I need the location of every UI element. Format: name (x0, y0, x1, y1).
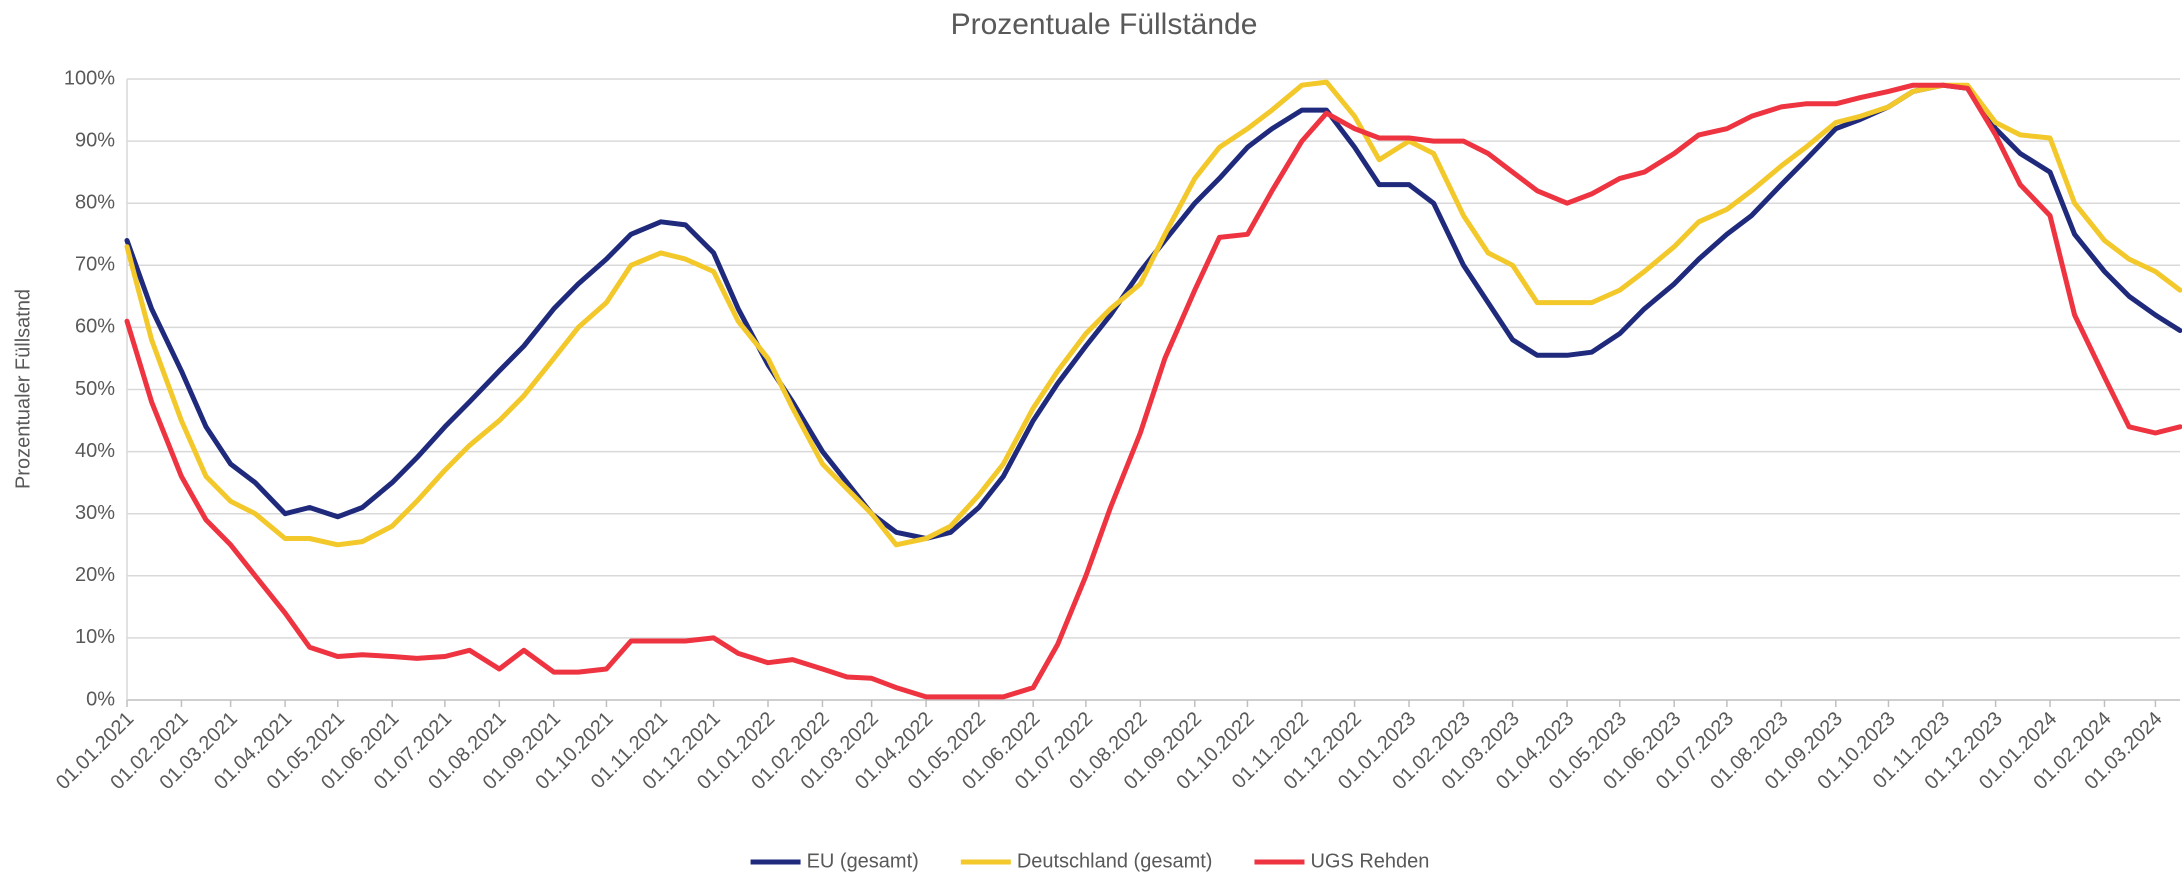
y-tick-label: 30% (75, 502, 115, 524)
y-tick-label: 10% (75, 626, 115, 648)
y-tick-label: 70% (75, 254, 115, 276)
y-tick-label: 100% (64, 67, 115, 89)
y-axis-label: Prozentualer Füllsatnd (12, 289, 34, 489)
y-tick-label: 50% (75, 378, 115, 400)
legend-label: EU (gesamt) (807, 850, 919, 872)
legend: EU (gesamt) Deutschland (gesamt) UGS Rehde… (750, 850, 1429, 872)
series-line (124, 82, 2182, 700)
series-line (124, 79, 2182, 548)
y-tick-label: 20% (75, 564, 115, 586)
legend-label: Deutschland (gesamt) (1017, 850, 1213, 872)
legend-label: UGS Rehden (1310, 850, 1429, 872)
y-tick-label: 80% (75, 191, 115, 213)
y-tick-label: 40% (75, 440, 115, 462)
y-tick-label: 90% (75, 129, 115, 151)
series-line (124, 82, 2182, 541)
y-tick-label: 0% (86, 688, 115, 710)
y-tick-label: 60% (75, 316, 115, 338)
chart-title: Prozentuale Füllstände (951, 8, 1258, 41)
